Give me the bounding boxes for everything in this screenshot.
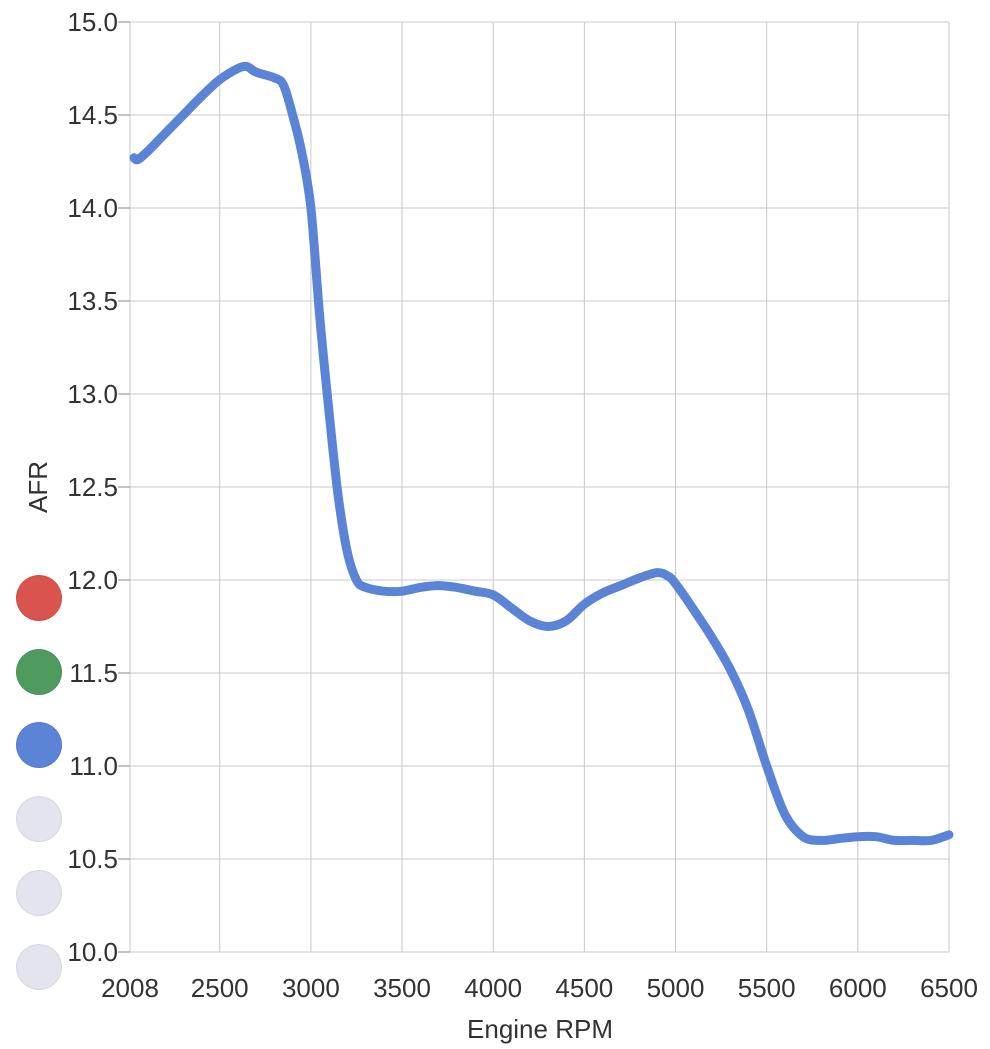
series-color-swatch[interactable] (16, 649, 62, 695)
y-tick-label: 10.0 (67, 937, 118, 967)
x-tick-label: 3000 (282, 973, 340, 1003)
series-color-swatch[interactable] (16, 870, 62, 916)
x-tick-label: 6000 (829, 973, 887, 1003)
y-tick-label: 15.0 (67, 7, 118, 37)
y-tick-label: 11.0 (69, 751, 118, 781)
x-tick-label: 3500 (373, 973, 431, 1003)
y-tick-label: 12.0 (67, 565, 118, 595)
x-tick-label: 5000 (647, 973, 705, 1003)
y-tick-label: 11.5 (69, 658, 118, 688)
y-tick-label: 14.5 (67, 100, 118, 130)
series-color-swatch[interactable] (16, 722, 62, 768)
x-tick-label: 6500 (920, 973, 978, 1003)
y-tick-label: 10.5 (67, 844, 118, 874)
series-layer (129, 61, 954, 846)
series-color-swatch[interactable] (16, 575, 62, 621)
y-tick-label: 13.0 (67, 379, 118, 409)
axis-ticks: 2008 2500 3000 3500 4000 4500 5000 5500 6000 6500… (67, 7, 978, 1003)
x-tick-label: 4500 (555, 973, 613, 1003)
series-color-swatch[interactable] (16, 796, 62, 842)
x-axis-title: Engine RPM (467, 1014, 613, 1044)
y-tick-label: 12.5 (67, 472, 118, 502)
y-tick-label: 13.5 (67, 286, 118, 316)
y-tick-label: 14.0 (67, 193, 118, 223)
series-color-swatch[interactable] (16, 944, 62, 990)
grid (129, 21, 950, 953)
x-tick-label: 2500 (191, 973, 249, 1003)
x-tick-label: 2008 (101, 973, 159, 1003)
y-axis-title: AFR (23, 461, 53, 513)
x-tick-label: 5500 (738, 973, 796, 1003)
x-tick-label: 4000 (464, 973, 522, 1003)
afr-series-line (129, 61, 954, 846)
